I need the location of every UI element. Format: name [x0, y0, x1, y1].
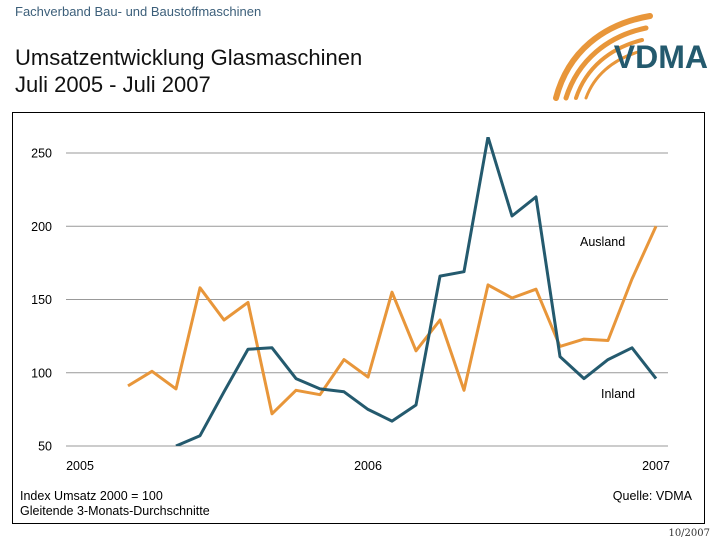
y-tick-label-100: 100 — [31, 366, 52, 380]
y-tick-label-50: 50 — [38, 440, 52, 454]
y-tick-label-150: 150 — [31, 293, 52, 307]
y-tick-label-250: 250 — [31, 147, 52, 161]
title-line-1: Umsatzentwicklung Glasmaschinen — [15, 45, 363, 70]
series-line-ausland — [127, 225, 658, 416]
date-stamp: 10/2007 — [668, 528, 710, 539]
vdma-logo: VDMA — [553, 13, 708, 101]
index-note: Index Umsatz 2000 = 100 — [20, 489, 163, 503]
chart-frame — [12, 112, 705, 524]
series-label-ausland: Ausland — [580, 235, 625, 249]
series-line-inland — [175, 137, 658, 446]
organization-name: Fachverband Bau- und Baustoffmaschinen — [15, 4, 262, 19]
x-tick-label-2005: 2005 — [66, 459, 94, 473]
logo-text: VDMA — [614, 39, 708, 75]
y-tick-label-200: 200 — [31, 220, 52, 234]
x-tick-label-2006: 2006 — [354, 459, 382, 473]
series-label-inland: Inland — [601, 387, 635, 401]
page-title: Umsatzentwicklung Glasmaschinen Juli 200… — [15, 44, 362, 98]
x-tick-label-2007: 2007 — [642, 459, 670, 473]
title-line-2: Juli 2005 - Juli 2007 — [15, 72, 211, 97]
source-note: Quelle: VDMA — [612, 489, 692, 503]
average-note: Gleitende 3-Monats-Durchschnitte — [20, 504, 210, 518]
logo-arcs-icon — [553, 13, 653, 101]
